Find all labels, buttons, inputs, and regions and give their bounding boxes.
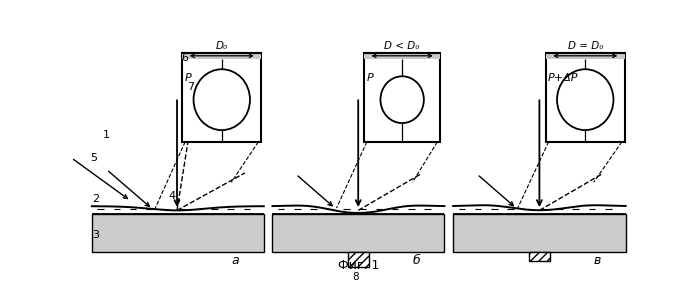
Bar	[272, 214, 444, 252]
Text: 6: 6	[181, 53, 188, 63]
Bar	[92, 214, 264, 252]
Bar	[272, 214, 444, 252]
Ellipse shape	[381, 76, 424, 123]
Bar	[348, 252, 368, 267]
Text: P: P	[185, 73, 192, 83]
Text: P+ΔP: P+ΔP	[547, 73, 578, 83]
Bar	[529, 252, 550, 261]
Bar	[546, 53, 624, 59]
Text: D₀: D₀	[216, 41, 228, 51]
Bar	[183, 53, 261, 142]
Text: 4: 4	[169, 191, 176, 201]
Text: 5: 5	[90, 153, 97, 163]
Bar	[364, 53, 440, 59]
Text: D = D₀: D = D₀	[568, 41, 603, 51]
Text: Фиг. 1: Фиг. 1	[338, 259, 379, 272]
Text: а: а	[232, 254, 239, 267]
Bar	[92, 214, 264, 252]
Text: 3: 3	[92, 230, 99, 240]
Ellipse shape	[194, 69, 250, 130]
Text: 8: 8	[352, 272, 359, 282]
Text: 2: 2	[92, 194, 99, 203]
Text: D < D₀: D < D₀	[384, 41, 420, 51]
Text: 1: 1	[103, 130, 110, 140]
Bar	[453, 214, 626, 252]
Bar	[453, 214, 626, 252]
Bar	[364, 53, 440, 142]
Bar	[183, 53, 261, 59]
Text: P: P	[366, 73, 373, 83]
Ellipse shape	[557, 69, 613, 130]
Text: 7: 7	[187, 82, 194, 92]
Bar	[546, 53, 624, 142]
Text: в: в	[594, 254, 601, 267]
Text: б: б	[412, 254, 420, 267]
